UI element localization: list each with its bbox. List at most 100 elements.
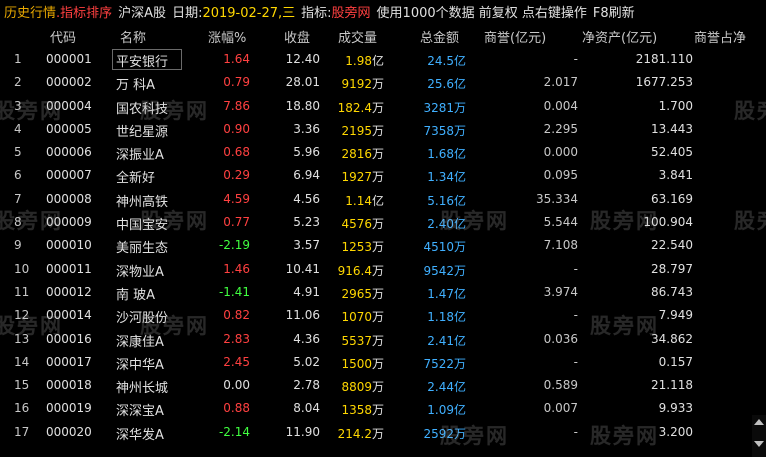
stock-code: 000001 [46, 52, 92, 66]
net-assets: 52.405 [651, 145, 693, 160]
scroll-up-icon[interactable] [754, 419, 764, 425]
amount-unit: 亿 [453, 286, 466, 301]
stock-name: 平安银行 [116, 55, 169, 70]
table-row[interactable]: 8 000009 中国宝安 0.77 5.23 4576万 2.40亿 5.544 100.90… [0, 211, 766, 234]
header-close[interactable]: 收盘 [284, 31, 311, 46]
stock-name: 深康佳A [116, 334, 164, 350]
table-row[interactable]: 13 000016 深康佳A 2.83 4.36 5537万 2.41亿 0.036 34.86… [0, 328, 766, 351]
table-row[interactable]: 17 000020 深华发A -2.14 11.90 214.2万 2592万 -3.200 [0, 421, 766, 444]
volume-unit: 万 [371, 217, 384, 232]
header-amount[interactable]: 总金额 [420, 31, 460, 46]
close-price: 28.01 [285, 75, 320, 90]
close-price: 18.80 [285, 98, 320, 113]
table-row[interactable]: 7 000008 神州高铁 4.59 4.56 1.14亿 5.16亿 35.334 63.16… [0, 188, 766, 211]
table-row[interactable]: 12 000014 沙河股份 0.82 11.06 1070万 1.18亿 - 7.949 [0, 304, 766, 327]
stock-code: 000004 [46, 98, 92, 113]
volume-value: 916.4 [337, 263, 372, 278]
table-row[interactable]: 6 000007 全新好 0.29 6.94 1927万 1.34亿 0.095 3.841 [0, 164, 766, 187]
close-price: 3.36 [293, 121, 320, 136]
net-assets: 1.700 [658, 98, 693, 113]
net-assets: 3.841 [658, 168, 693, 183]
refresh-hint[interactable]: F8刷新 [592, 5, 635, 21]
amount-value: 1.09 [427, 403, 454, 418]
table-row[interactable]: 5 000006 深振业A 0.68 5.96 2816万 1.68亿 0.000 52.405 [0, 141, 766, 164]
volume-value: 4576 [341, 217, 372, 232]
stock-name: 神州高铁 [116, 194, 169, 210]
date-value[interactable]: 2019-02-27,三 [202, 5, 296, 21]
amount: 1.18亿 [427, 308, 466, 325]
table-row[interactable]: 9 000010 美丽生态 -2.19 3.57 1253万 4510万 7.108 22.54… [0, 234, 766, 257]
amount: 1.09亿 [427, 401, 466, 418]
row-index: 12 [14, 308, 30, 323]
volume-value: 1500 [341, 356, 372, 371]
close-price: 4.56 [293, 191, 320, 206]
header-volume[interactable]: 成交量 [338, 31, 378, 46]
goodwill: 0.000 [543, 145, 578, 160]
goodwill: 0.095 [543, 168, 578, 183]
amount-unit: 万 [453, 426, 466, 441]
header-goodwill-ratio[interactable]: 商誉占净 [694, 31, 747, 46]
header-code[interactable]: 代码 [50, 31, 77, 46]
amount-unit: 万 [453, 240, 466, 255]
amount-unit: 亿 [453, 170, 466, 185]
row-index: 8 [14, 215, 22, 230]
goodwill: 35.334 [536, 191, 578, 206]
stock-code: 000018 [46, 378, 92, 393]
volume-value: 8809 [341, 380, 372, 395]
volume-unit: 万 [371, 147, 384, 162]
amount: 1.34亿 [427, 168, 466, 185]
close-price: 2.78 [293, 378, 320, 393]
amount-value: 1.18 [427, 310, 454, 325]
stock-code: 000014 [46, 308, 92, 323]
change-percent: -1.41 [218, 284, 250, 299]
table-row[interactable]: 1 000001 平安银行 1.64 12.40 1.98亿 24.5亿 -2181.110 [0, 48, 766, 71]
volume: 1358万 [341, 401, 384, 418]
stock-code: 000005 [46, 121, 92, 136]
table-header: 代码 名称 涨幅% 收盘 成交量 总金额 商誉(亿元) 净资产(亿元) 商誉占净 [0, 22, 766, 48]
amount: 2.40亿 [427, 215, 466, 232]
amount-value: 9542 [423, 263, 454, 278]
title-bar: 历史行情 .指标排序 沪深A股 日期: 2019-02-27,三 指标: 股旁网 … [0, 0, 766, 22]
volume-unit: 万 [371, 123, 384, 138]
row-index: 4 [14, 121, 22, 136]
volume-value: 1.14 [345, 193, 372, 208]
table-row[interactable]: 14 000017 深中华A 2.45 5.02 1500万 7522万 -0.157 [0, 351, 766, 374]
amount-value: 1.68 [427, 147, 454, 162]
change-percent: 0.00 [223, 378, 250, 393]
stock-name: 国农科技 [116, 101, 169, 117]
volume-value: 2195 [341, 123, 372, 138]
row-index: 9 [14, 238, 22, 253]
market-selector[interactable]: 沪深A股 [118, 5, 167, 21]
table-row[interactable]: 4 000005 世纪星源 0.90 3.36 2195万 7358万 2.295 13.443 [0, 118, 766, 141]
change-percent: 4.59 [223, 191, 250, 206]
row-index: 14 [14, 354, 30, 369]
table-row[interactable]: 3 000004 国农科技 7.86 18.80 182.4万 3281万 0.004 1.70… [0, 95, 766, 118]
indicator-value[interactable]: 股旁网 [331, 5, 371, 21]
stock-name: 沙河股份 [116, 311, 169, 327]
net-assets: 1677.253 [635, 75, 693, 90]
amount-unit: 亿 [453, 310, 466, 325]
table-row[interactable]: 10 000011 深物业A 1.46 10.41 916.4万 9542万 -28.797 [0, 258, 766, 281]
stock-name: 神州长城 [116, 381, 169, 397]
goodwill: 7.108 [543, 238, 578, 253]
table-row[interactable]: 11 000012 南 玻A -1.41 4.91 2965万 1.47亿 3.974 86.7… [0, 281, 766, 304]
header-goodwill[interactable]: 商誉(亿元) [484, 31, 547, 46]
table-row[interactable]: 16 000019 深深宝A 0.88 8.04 1358万 1.09亿 0.007 9.933 [0, 397, 766, 420]
scroll-down-icon[interactable] [754, 441, 764, 447]
volume-unit: 亿 [371, 193, 384, 208]
amount-value: 7358 [423, 123, 454, 138]
header-name[interactable]: 名称 [120, 31, 147, 46]
volume: 1253万 [341, 238, 384, 255]
amount-value: 5.16 [427, 193, 454, 208]
stock-name: 世纪星源 [116, 124, 169, 140]
volume-unit: 万 [371, 240, 384, 255]
volume-unit: 万 [371, 170, 384, 185]
header-net-assets[interactable]: 净资产(亿元) [582, 31, 658, 46]
row-index: 13 [14, 331, 30, 346]
close-price: 4.36 [293, 331, 320, 346]
stock-code: 000019 [46, 401, 92, 416]
header-change[interactable]: 涨幅% [208, 31, 247, 46]
volume-unit: 万 [371, 333, 384, 348]
table-row[interactable]: 2 000002 万 科A 0.79 28.01 9192万 25.6亿 2.017 1677.… [0, 71, 766, 94]
table-row[interactable]: 15 000018 神州长城 0.00 2.78 8809万 2.44亿 0.589 21.11… [0, 374, 766, 397]
